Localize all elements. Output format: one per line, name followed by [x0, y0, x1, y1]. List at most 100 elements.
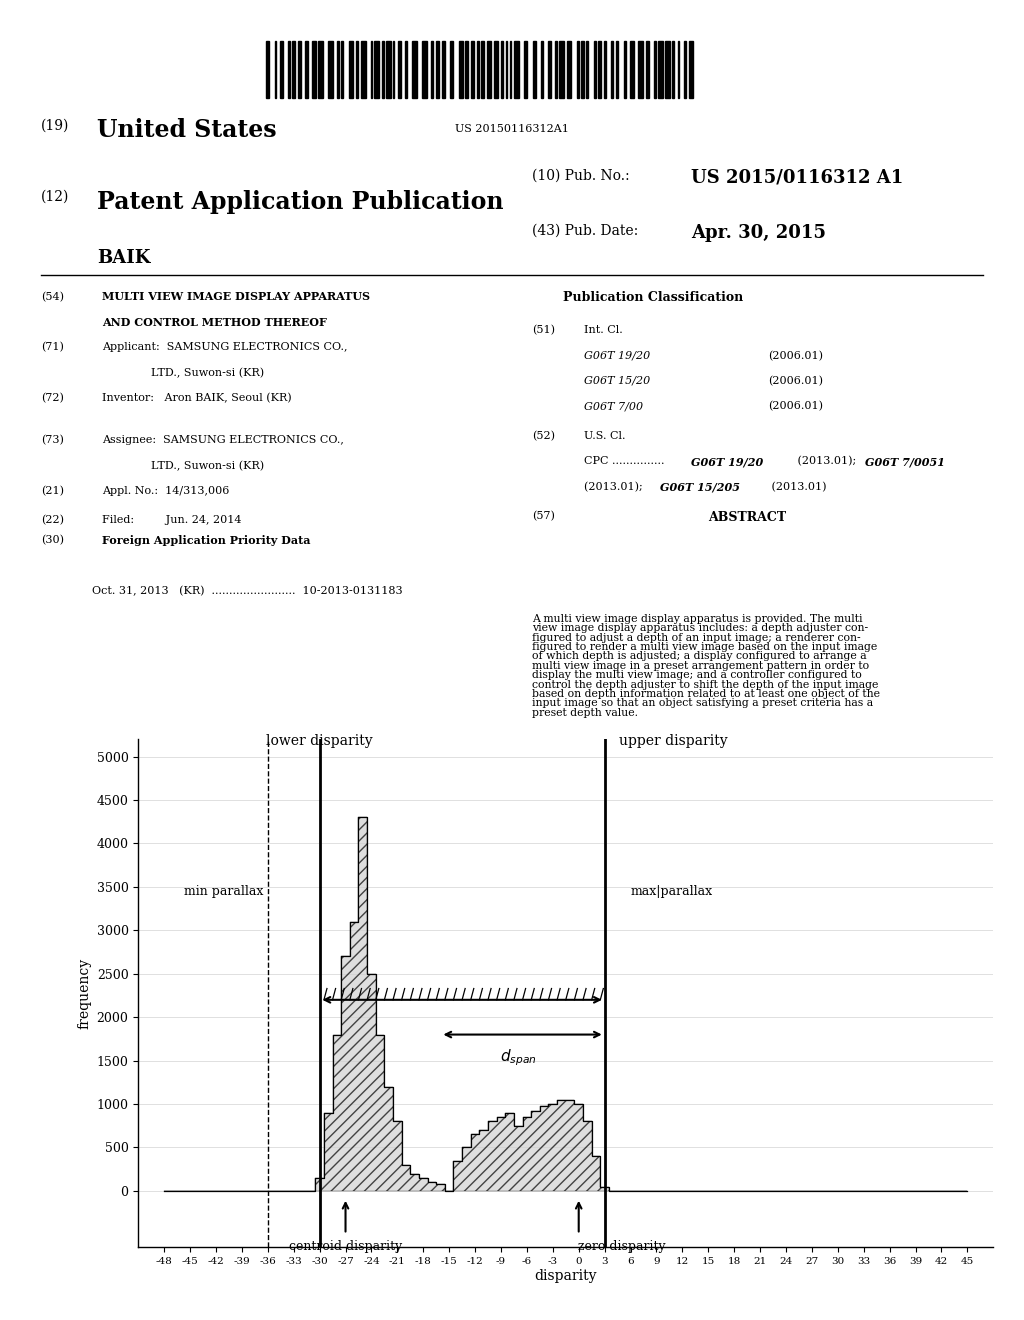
Text: multi view image in a preset arrangement pattern in order to: multi view image in a preset arrangement…	[532, 661, 869, 671]
Bar	[386, 41, 390, 99]
Bar	[524, 41, 527, 99]
Text: (57): (57)	[532, 511, 555, 521]
Bar	[630, 41, 635, 99]
Text: Filed:         Jun. 24, 2014: Filed: Jun. 24, 2014	[102, 515, 242, 525]
Bar	[397, 41, 401, 99]
Bar	[298, 41, 301, 99]
Text: United States: United States	[97, 119, 276, 143]
Bar	[292, 41, 295, 99]
Bar	[318, 41, 323, 99]
Bar	[311, 41, 316, 99]
Text: $d_{span}$: $d_{span}$	[500, 1048, 537, 1068]
Bar	[404, 41, 407, 99]
Text: Int. Cl.: Int. Cl.	[584, 325, 623, 335]
Text: zero disparity: zero disparity	[579, 1239, 666, 1253]
Bar	[356, 41, 358, 99]
Bar	[638, 41, 643, 99]
Text: (21): (21)	[41, 486, 63, 496]
Text: G06T 7/0051: G06T 7/0051	[865, 457, 945, 467]
Bar	[510, 41, 511, 99]
Y-axis label: frequency: frequency	[77, 958, 91, 1028]
Bar	[337, 41, 339, 99]
Bar	[594, 41, 596, 99]
Text: control the depth adjuster to shift the depth of the input image: control the depth adjuster to shift the …	[532, 680, 879, 689]
Bar	[375, 41, 379, 99]
Bar	[542, 41, 543, 99]
Text: US 2015/0116312 A1: US 2015/0116312 A1	[691, 169, 903, 187]
Bar	[566, 41, 571, 99]
Bar	[431, 41, 433, 99]
Text: G06T 7/00: G06T 7/00	[584, 401, 643, 412]
Text: (2006.01): (2006.01)	[768, 351, 823, 360]
Text: Publication Classification: Publication Classification	[563, 292, 743, 305]
Text: (12): (12)	[41, 190, 70, 205]
Text: min parallax: min parallax	[184, 884, 263, 898]
Bar	[481, 41, 484, 99]
Bar	[266, 41, 269, 99]
Bar	[392, 41, 394, 99]
Text: Applicant:  SAMSUNG ELECTRONICS CO.,: Applicant: SAMSUNG ELECTRONICS CO.,	[102, 342, 348, 352]
Text: lower disparity: lower disparity	[266, 734, 373, 748]
Text: Patent Application Publication: Patent Application Publication	[97, 190, 504, 214]
Bar	[604, 41, 606, 99]
Bar	[646, 41, 649, 99]
Text: (2013.01);: (2013.01);	[794, 457, 859, 466]
Text: upper disparity: upper disparity	[620, 734, 728, 748]
Bar	[341, 41, 343, 99]
Bar	[371, 41, 373, 99]
Bar	[611, 41, 613, 99]
Bar	[688, 41, 693, 99]
Bar	[360, 41, 366, 99]
Bar	[486, 41, 492, 99]
Text: G06T 15/205: G06T 15/205	[660, 482, 740, 492]
Text: based on depth information related to at least one object of the: based on depth information related to at…	[532, 689, 881, 700]
Bar	[678, 41, 679, 99]
Text: centroid disparity: centroid disparity	[289, 1239, 402, 1253]
Text: max|parallax: max|parallax	[631, 884, 713, 898]
Text: BAIK: BAIK	[97, 249, 151, 267]
Text: of which depth is adjusted; a display configured to arrange a: of which depth is adjusted; a display co…	[532, 651, 867, 661]
Text: (10) Pub. No.:: (10) Pub. No.:	[532, 169, 630, 183]
Text: (54): (54)	[41, 292, 63, 302]
Bar	[672, 41, 674, 99]
Text: display the multi view image; and a controller configured to: display the multi view image; and a cont…	[532, 671, 862, 680]
Text: ABSTRACT: ABSTRACT	[709, 511, 786, 524]
Text: Foreign Application Priority Data: Foreign Application Priority Data	[102, 536, 311, 546]
Text: (51): (51)	[532, 325, 555, 335]
Text: Oct. 31, 2013   (KR)  ........................  10-2013-0131183: Oct. 31, 2013 (KR) .....................…	[92, 586, 402, 597]
Bar	[459, 41, 463, 99]
Text: (30): (30)	[41, 536, 63, 545]
Bar	[280, 41, 283, 99]
Text: AND CONTROL METHOD THEREOF: AND CONTROL METHOD THEREOF	[102, 317, 328, 327]
Text: G06T 19/20: G06T 19/20	[691, 457, 764, 467]
Bar	[471, 41, 473, 99]
Bar	[501, 41, 503, 99]
Text: input image so that an object satisfying a preset criteria has a: input image so that an object satisfying…	[532, 698, 873, 709]
Text: figured to adjust a depth of an input image; a renderer con-: figured to adjust a depth of an input im…	[532, 632, 861, 643]
Bar	[329, 41, 333, 99]
Text: Apr. 30, 2015: Apr. 30, 2015	[691, 224, 826, 242]
Text: view image display apparatus includes: a depth adjuster con-: view image display apparatus includes: a…	[532, 623, 868, 634]
Text: A multi view image display apparatus is provided. The multi: A multi view image display apparatus is …	[532, 614, 863, 624]
Text: (71): (71)	[41, 342, 63, 352]
Bar	[624, 41, 626, 99]
Text: Appl. No.:  14/313,006: Appl. No.: 14/313,006	[102, 486, 229, 496]
Bar	[451, 41, 454, 99]
Text: Assignee:  SAMSUNG ELECTRONICS CO.,: Assignee: SAMSUNG ELECTRONICS CO.,	[102, 436, 344, 445]
Text: LTD., Suwon-si (KR): LTD., Suwon-si (KR)	[102, 367, 264, 378]
Bar	[436, 41, 439, 99]
Text: figured to render a multi view image based on the input image: figured to render a multi view image bas…	[532, 642, 878, 652]
Bar	[587, 41, 589, 99]
Text: (19): (19)	[41, 119, 70, 132]
Bar	[441, 41, 444, 99]
Text: CPC ...............: CPC ...............	[584, 457, 665, 466]
Text: (52): (52)	[532, 430, 555, 441]
Text: (2006.01): (2006.01)	[768, 376, 823, 387]
Text: preset depth value.: preset depth value.	[532, 708, 639, 718]
Bar	[506, 41, 507, 99]
Bar	[654, 41, 655, 99]
Text: (43) Pub. Date:: (43) Pub. Date:	[532, 224, 639, 238]
Bar	[598, 41, 601, 99]
Text: (72): (72)	[41, 393, 63, 403]
Bar	[422, 41, 427, 99]
